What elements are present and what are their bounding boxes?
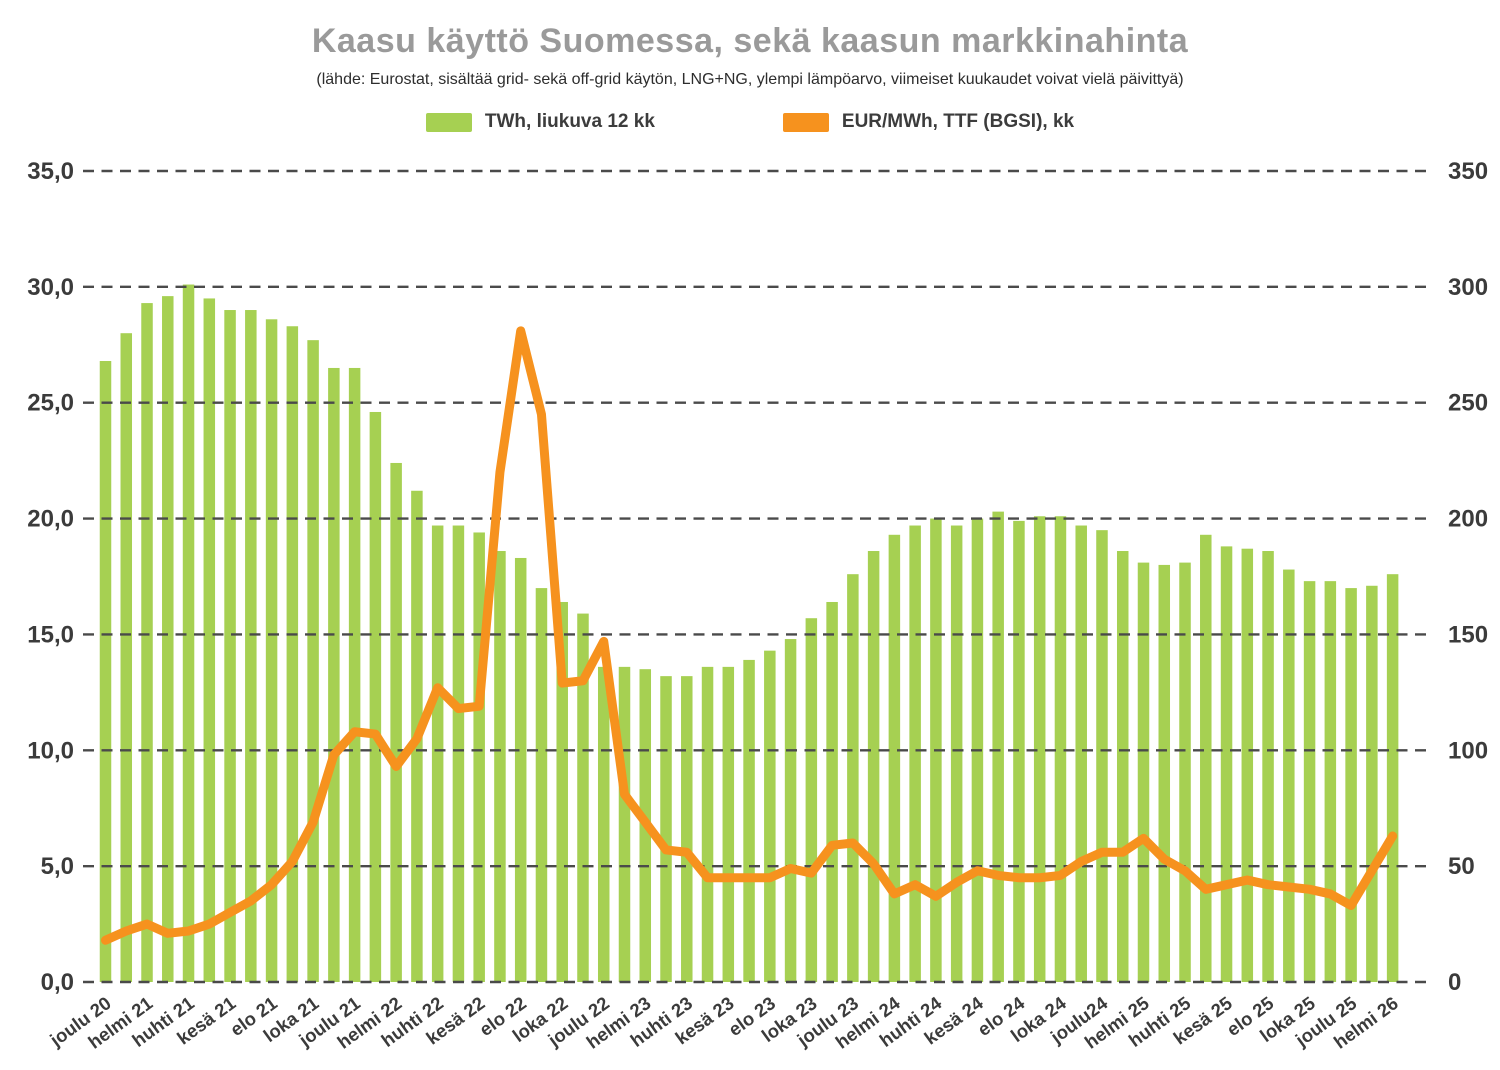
bar [141,303,153,982]
bar [162,296,174,982]
bar [1116,551,1129,982]
y-axis-label-left: 0,0 [41,969,74,996]
y-axis-label-left: 30,0 [27,274,74,301]
legend-item-twh: TWh, liukuva 12 kk [425,111,655,133]
bar [203,298,216,982]
bar [1324,581,1337,982]
bar [660,676,672,982]
bar [701,666,714,982]
bar [369,411,382,982]
bar [826,601,838,982]
bar [681,676,693,982]
bar [431,525,444,982]
chart-legend: TWh, liukuva 12 kk EUR/MWh, TTF (BGSI), … [0,111,1500,133]
bar [1366,585,1378,982]
bar [99,361,112,982]
bar [764,650,776,982]
y-axis-label-right: 0 [1448,969,1461,996]
bar [722,666,735,982]
bar [307,340,319,982]
legend-swatch-price [782,112,829,132]
bar [265,319,278,983]
bar [494,551,506,982]
bar [1345,588,1357,982]
y-axis-label-right: 150 [1448,621,1488,648]
bar [1158,564,1171,982]
price-line [101,326,1398,945]
bar [1075,525,1087,982]
bar [784,639,797,982]
y-axis-label-right: 50 [1448,853,1475,880]
bar [286,326,299,983]
y-axis-label-left: 25,0 [27,390,74,417]
bar [1283,569,1295,982]
chart-header: Kaasu käyttö Suomessa, sekä kaasun markk… [0,0,1500,89]
y-axis-label-right: 300 [1448,274,1488,301]
bar [597,666,610,982]
bar [452,525,465,982]
bar [1054,516,1067,982]
bar [348,367,361,982]
bar [1137,562,1150,982]
bar [473,532,485,982]
legend-item-price: EUR/MWh, TTF (BGSI), kk [782,111,1075,133]
bar [909,525,921,982]
bar [743,659,755,982]
y-axis-label-right: 250 [1448,390,1488,417]
y-axis-label-left: 20,0 [27,506,74,533]
bar [245,310,257,982]
bar [1386,574,1399,982]
bar [805,618,818,982]
bar [182,284,195,982]
bar [618,666,631,982]
page-title: Kaasu käyttö Suomessa, sekä kaasun markk… [311,22,1189,60]
bar [556,601,568,982]
bar [535,588,548,982]
y-axis-label-left: 15,0 [27,621,74,648]
bar [1303,581,1316,982]
bar [1096,530,1108,982]
bar [888,534,901,982]
y-axis-label-right: 350 [1448,158,1488,185]
bar [1179,562,1191,982]
chart-subtitle: (lähde: Eurostat, sisältää grid- sekä of… [316,71,1184,88]
legend-label-price: EUR/MWh, TTF (BGSI), kk [841,111,1075,132]
bar [224,310,236,982]
bar [867,551,880,982]
y-axis-label-right: 100 [1448,737,1488,764]
bar [390,462,402,983]
bar [1262,551,1274,982]
bar [1033,516,1046,982]
y-axis-label-left: 10,0 [27,737,74,764]
bar [328,367,340,982]
bar [577,613,589,982]
legend-label-twh: TWh, liukuva 12 kk [484,111,655,132]
bar [120,333,133,982]
bar [992,511,1004,982]
bar [1220,546,1233,982]
legend-swatch-twh [425,112,472,132]
y-axis-label-right: 200 [1448,506,1488,533]
bar [514,557,527,982]
bar [1200,534,1212,982]
bar [1241,548,1254,982]
y-axis-label-left: 35,0 [27,158,74,185]
y-axis-label-left: 5,0 [41,853,74,880]
bar [950,525,963,982]
bar [847,574,859,982]
